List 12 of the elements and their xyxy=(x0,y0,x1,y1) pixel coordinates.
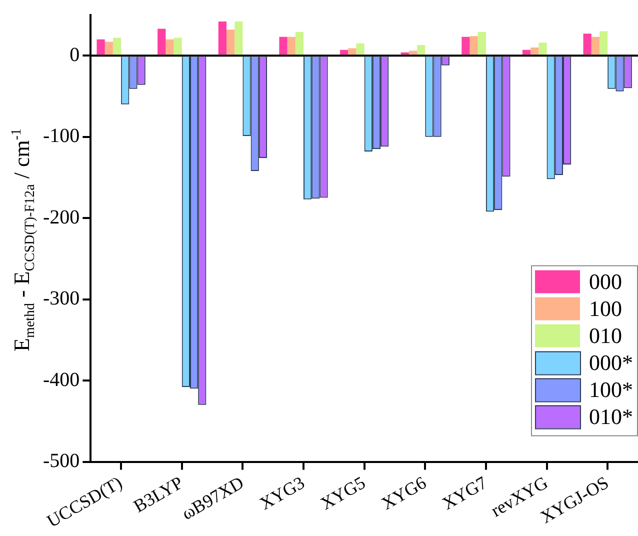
y-tick-label: -100 xyxy=(42,125,80,148)
y-tick-label: -400 xyxy=(42,368,80,391)
y-tick-label: -300 xyxy=(42,288,80,310)
legend-label: 010* xyxy=(589,404,633,429)
legend-label: 100* xyxy=(589,376,633,402)
y-tick-label: -500 xyxy=(42,450,80,472)
y-tick-label: 0 xyxy=(70,44,80,66)
legend-label: 000* xyxy=(589,350,633,375)
legend-label: 010 xyxy=(589,322,622,348)
legend-label: 100 xyxy=(589,296,622,321)
legend-label: 000 xyxy=(589,268,622,294)
y-tick-label: -200 xyxy=(42,206,80,228)
